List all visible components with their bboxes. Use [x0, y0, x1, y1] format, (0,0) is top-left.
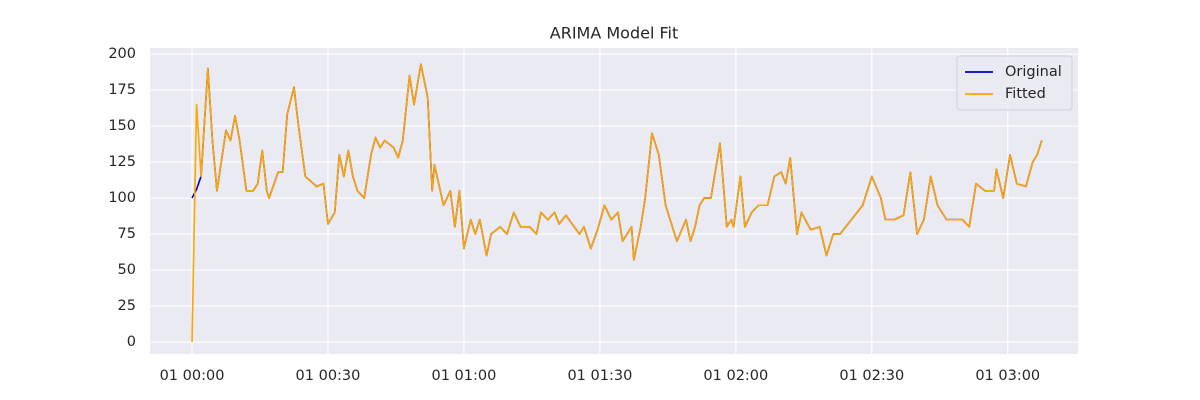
x-tick-label: 01 02:00 — [703, 368, 768, 384]
y-tick-label: 175 — [108, 82, 136, 98]
y-tick-label: 200 — [108, 46, 136, 62]
x-tick-label: 01 00:30 — [296, 368, 361, 384]
x-tick-label: 01 02:30 — [839, 368, 904, 384]
chart-title: ARIMA Model Fit — [550, 24, 679, 43]
y-tick-label: 0 — [127, 334, 136, 350]
legend-label: Original — [1005, 64, 1062, 80]
y-tick-label: 50 — [118, 262, 136, 278]
plot-area — [150, 48, 1078, 354]
legend-box — [956, 55, 1073, 111]
y-tick-label: 25 — [118, 298, 136, 314]
x-tick-label: 01 01:30 — [567, 368, 632, 384]
series-line — [191, 63, 1043, 343]
y-tick-label: 75 — [118, 226, 136, 242]
legend: Original Fitted — [956, 55, 1073, 111]
x-tick-label: 01 03:00 — [975, 368, 1040, 384]
legend-label: Fitted — [1005, 86, 1046, 102]
y-tick-label: 100 — [108, 190, 136, 206]
y-tick-label: 125 — [108, 154, 136, 170]
x-tick-label: 01 00:00 — [160, 368, 225, 384]
x-tick-label: 01 01:00 — [431, 368, 496, 384]
y-tick-label: 150 — [108, 118, 136, 134]
